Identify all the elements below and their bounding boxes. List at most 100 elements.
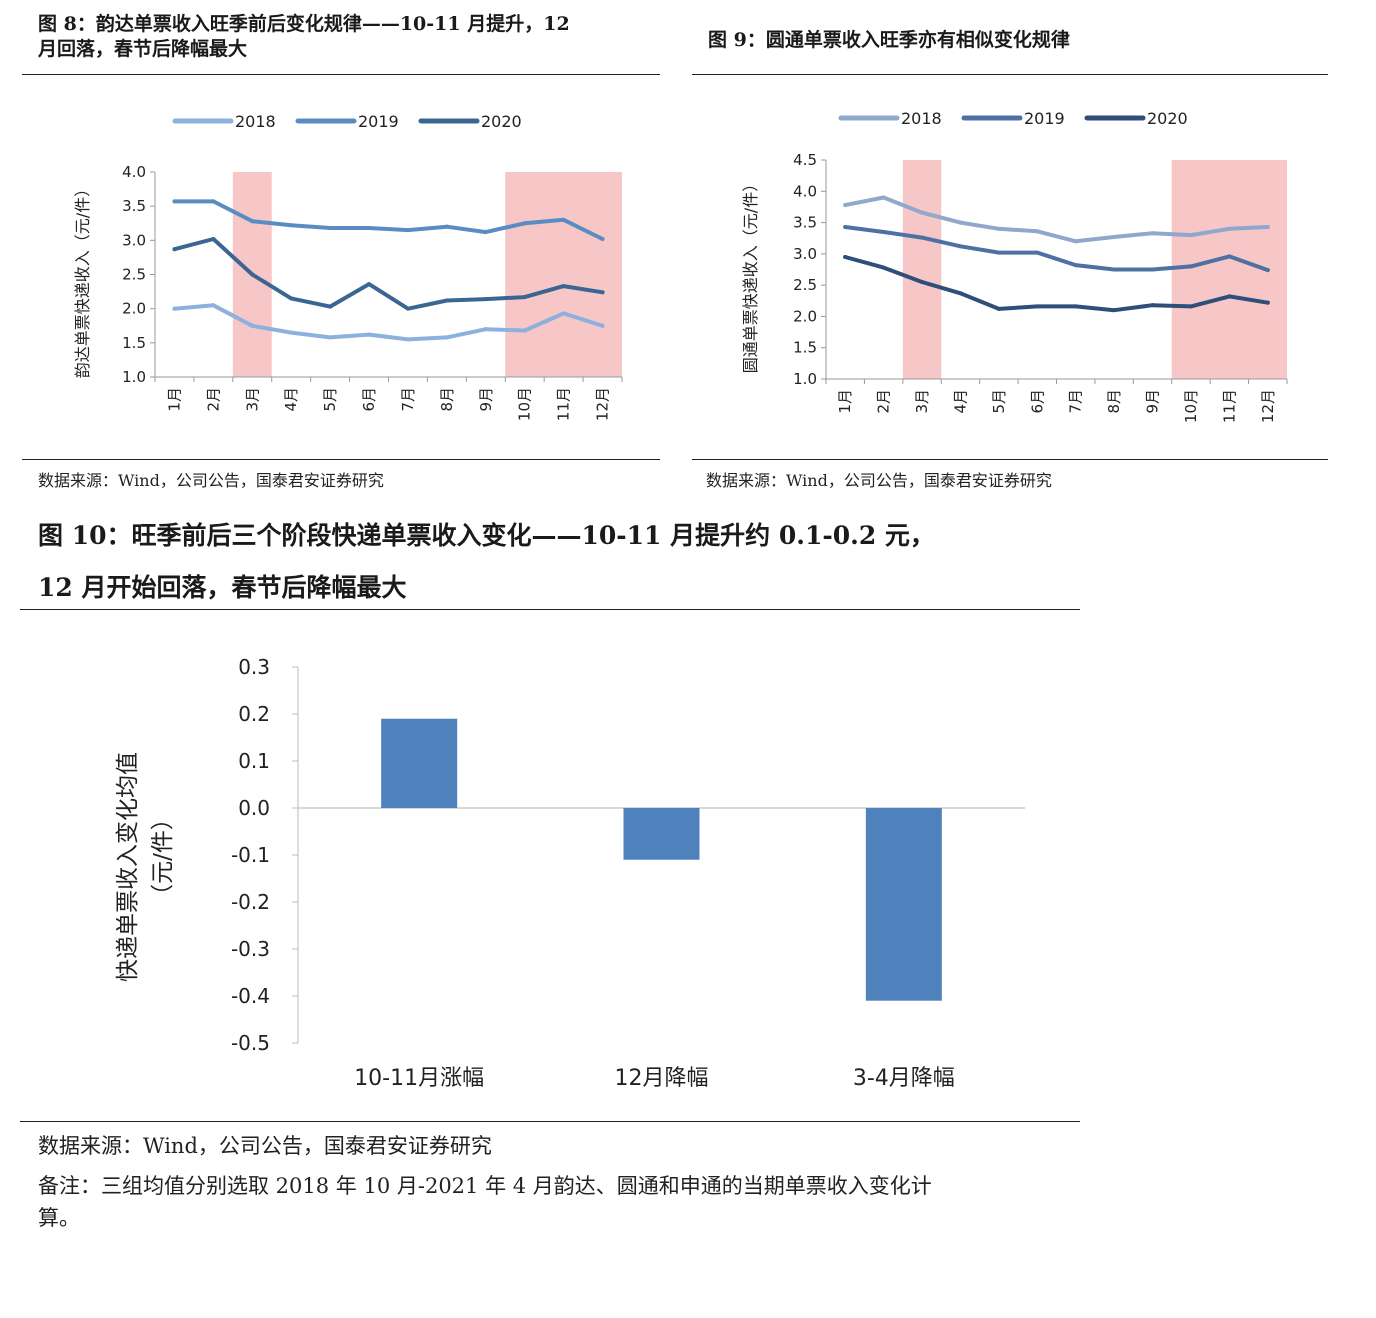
data-point-2020 <box>920 280 925 285</box>
data-point-2018 <box>328 335 333 340</box>
data-point-2018 <box>843 203 848 208</box>
x-tick-label: 3月 <box>243 387 261 412</box>
data-point-2019 <box>843 224 848 229</box>
series-line-2018 <box>843 195 1270 244</box>
series-line-2019 <box>843 225 1270 273</box>
data-point-2020 <box>996 306 1001 311</box>
series-line-2020 <box>172 237 605 311</box>
legend-label-2020: 2020 <box>481 112 522 131</box>
data-point-2019 <box>483 230 488 235</box>
y-axis-title: 快递单票收入变化均值 <box>115 752 141 982</box>
fig9-bottom-rule <box>692 459 1328 460</box>
data-point-2018 <box>1073 239 1078 244</box>
y-tick-label: 1.5 <box>122 334 146 352</box>
shaded-peak-region-1 <box>505 172 622 377</box>
y-tick-label: 2.5 <box>793 276 817 294</box>
data-point-2020 <box>250 272 255 277</box>
data-point-2018 <box>367 332 372 337</box>
x-tick-label: 10月 <box>516 387 534 421</box>
bar-1 <box>623 808 700 860</box>
data-point-2020 <box>561 284 566 289</box>
data-point-2020 <box>958 291 963 296</box>
fig8-title: 图 8：韵达单票收入旺季前后变化规律——10-11 月提升，12 月回落，春节后… <box>38 12 668 61</box>
fig10-top-rule <box>20 609 1080 610</box>
fig8-source: 数据来源：Wind，公司公告，国泰君安证券研究 <box>38 471 384 490</box>
data-point-2018 <box>1227 226 1232 231</box>
data-point-2018 <box>1112 234 1117 239</box>
data-point-2019 <box>328 226 333 231</box>
data-point-2020 <box>1227 294 1232 299</box>
data-point-2019 <box>920 235 925 240</box>
y-tick-label: -0.5 <box>231 1031 270 1055</box>
x-tick-label: 12月 <box>1259 389 1277 423</box>
data-point-2020 <box>522 295 527 300</box>
y-tick-label: 4.5 <box>793 151 817 169</box>
y-tick-label: 0.1 <box>238 749 270 773</box>
y-tick-label: 1.0 <box>122 368 146 386</box>
data-point-2019 <box>522 221 527 226</box>
y-axis-title: 圆通单票快递收入（元/件） <box>741 176 760 373</box>
x-tick-label: 2月 <box>875 389 893 414</box>
data-point-2019 <box>1227 254 1232 259</box>
y-tick-label: -0.4 <box>231 984 270 1008</box>
x-tick-label: 11月 <box>1220 389 1238 423</box>
shaded-peak-region-0 <box>902 160 942 379</box>
series-line-2020 <box>843 255 1270 313</box>
data-point-2020 <box>1150 303 1155 308</box>
x-tick-label: 7月 <box>399 387 417 412</box>
data-point-2018 <box>958 220 963 225</box>
data-point-2018 <box>172 306 177 311</box>
y-tick-label: -0.1 <box>231 843 270 867</box>
x-tick-label: 10-11月涨幅 <box>354 1066 484 1091</box>
fig8-title-line1: 图 8：韵达单票收入旺季前后变化规律——10-11 月提升，12 <box>38 13 570 35</box>
data-point-2018 <box>444 335 449 340</box>
y-tick-label: 3.0 <box>793 245 817 263</box>
y-tick-label: 3.0 <box>122 231 146 249</box>
data-point-2020 <box>1188 304 1193 309</box>
data-point-2018 <box>600 323 605 328</box>
y-tick-label: 0.2 <box>238 702 270 726</box>
data-point-2019 <box>1188 264 1193 269</box>
data-point-2019 <box>1112 267 1117 272</box>
y-tick-label: 1.0 <box>793 370 817 388</box>
data-point-2020 <box>289 296 294 301</box>
series-line-2018 <box>172 303 605 342</box>
x-tick-label: 8月 <box>438 387 456 412</box>
series-line-2019 <box>172 199 605 241</box>
fig8-title-line2: 月回落，春节后降幅最大 <box>38 37 248 60</box>
data-point-2018 <box>211 303 216 308</box>
data-point-2019 <box>405 228 410 233</box>
data-point-2020 <box>881 265 886 270</box>
y-tick-label: -0.2 <box>231 890 270 914</box>
fig10-title-line2: 12 月开始回落，春节后降幅最大 <box>38 573 407 602</box>
data-point-2019 <box>172 199 177 204</box>
data-point-2018 <box>289 330 294 335</box>
data-point-2019 <box>600 236 605 241</box>
legend-label-2018: 2018 <box>235 112 276 131</box>
bar-0 <box>381 718 458 808</box>
x-tick-label: 4月 <box>282 387 300 412</box>
x-tick-label: 3月 <box>913 389 931 414</box>
data-point-2018 <box>561 311 566 316</box>
data-point-2018 <box>881 195 886 200</box>
fig10-title-line1: 图 10：旺季前后三个阶段快递单票收入变化——10-11 月提升约 0.1-0.… <box>38 521 935 550</box>
x-tick-label: 8月 <box>1105 389 1123 414</box>
y-tick-label: 3.5 <box>793 214 817 232</box>
x-tick-label: 1月 <box>836 389 854 414</box>
x-tick-label: 5月 <box>990 389 1008 414</box>
legend-label-2020: 2020 <box>1147 109 1188 128</box>
fig9-title: 图 9：圆通单票收入旺季亦有相似变化规律 <box>708 29 1070 51</box>
data-point-2019 <box>561 217 566 222</box>
fig10-note-line1: 备注：三组均值分别选取 2018 年 10 月-2021 年 4 月韵达、圆通和… <box>38 1174 932 1198</box>
data-point-2019 <box>367 226 372 231</box>
data-point-2019 <box>1265 268 1270 273</box>
x-tick-label: 5月 <box>321 387 339 412</box>
fig9-source: 数据来源：Wind，公司公告，国泰君安证券研究 <box>706 471 1052 490</box>
data-point-2018 <box>250 323 255 328</box>
data-point-2019 <box>250 219 255 224</box>
legend-label-2019: 2019 <box>358 112 399 131</box>
data-point-2018 <box>996 226 1001 231</box>
y-tick-label: 0.3 <box>238 655 270 679</box>
